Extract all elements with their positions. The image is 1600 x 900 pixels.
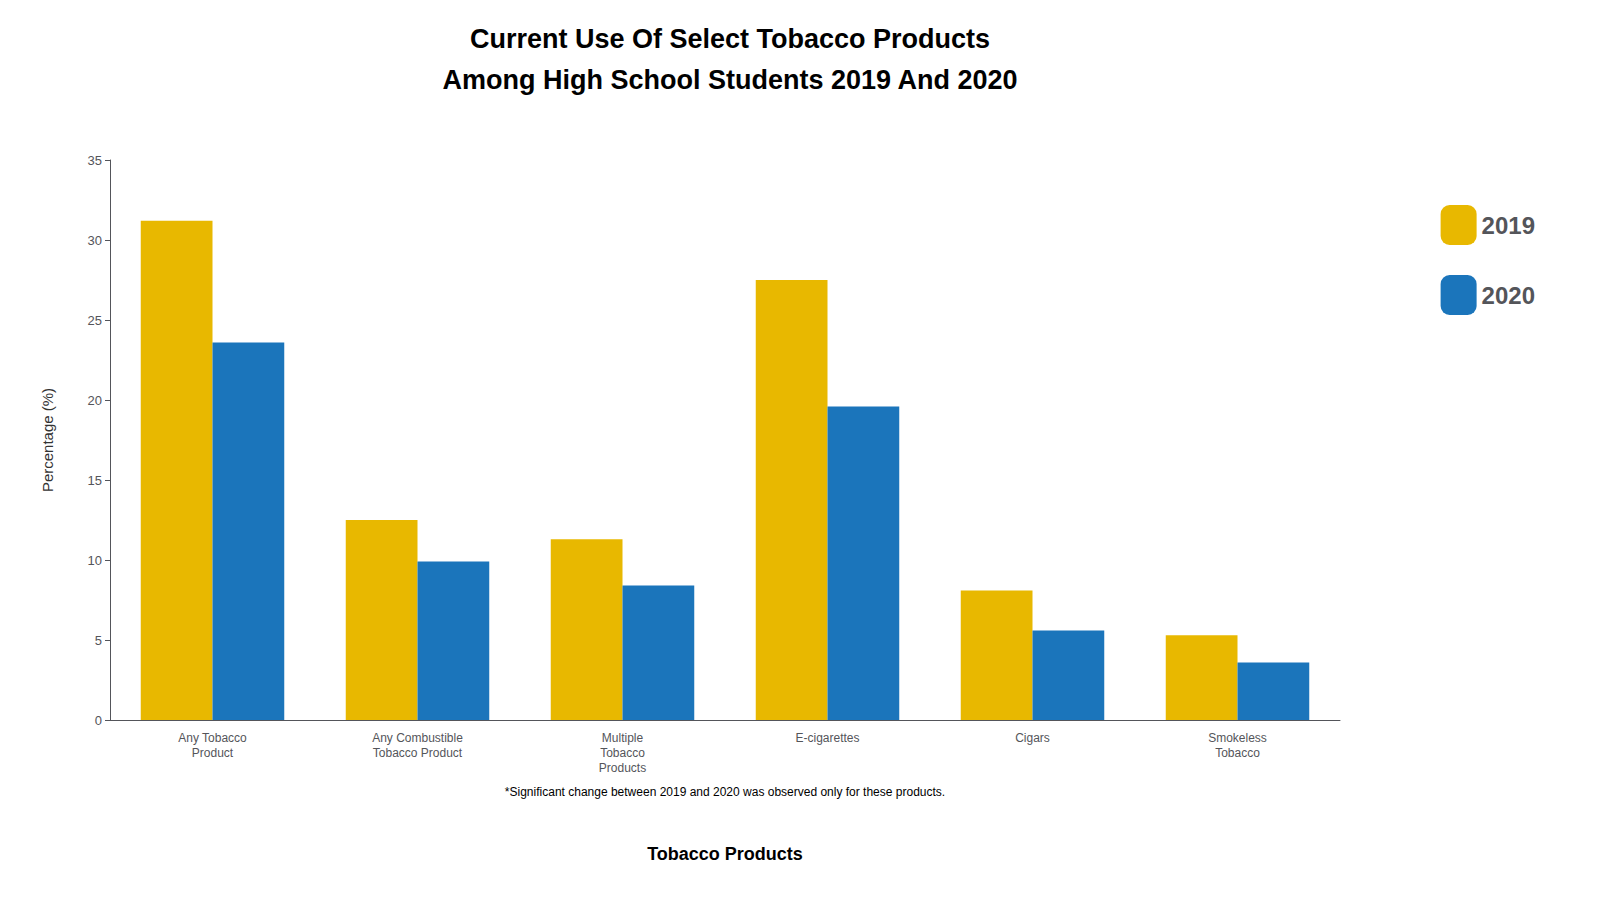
svg-text:0: 0 [95, 713, 102, 728]
svg-text:Tobacco: Tobacco [600, 746, 645, 760]
svg-text:Any Combustible: Any Combustible [372, 731, 463, 745]
svg-text:Multiple: Multiple [602, 731, 644, 745]
svg-text:15: 15 [88, 473, 102, 488]
svg-text:Tobacco: Tobacco [1215, 746, 1260, 760]
svg-text:20: 20 [88, 393, 102, 408]
svg-text:Percentage (%): Percentage (%) [39, 388, 56, 492]
svg-text:2019: 2019 [1482, 212, 1535, 239]
svg-text:E-cigarettes: E-cigarettes [795, 731, 859, 745]
svg-text:5: 5 [95, 633, 102, 648]
svg-text:Current Use Of Select Tobacco: Current Use Of Select Tobacco Products [470, 24, 990, 54]
svg-text:Cigars: Cigars [1015, 731, 1050, 745]
svg-text:30: 30 [88, 233, 102, 248]
svg-text:Tobacco Products: Tobacco Products [647, 844, 803, 864]
svg-text:Products: Products [599, 761, 646, 775]
svg-text:Tobacco Product: Tobacco Product [373, 746, 463, 760]
svg-text:Among High School Students 201: Among High School Students 2019 And 2020 [442, 65, 1017, 95]
svg-text:Smokeless: Smokeless [1208, 731, 1267, 745]
svg-text:Product: Product [192, 746, 234, 760]
svg-text:*Significant change between 20: *Significant change between 2019 and 202… [505, 785, 945, 799]
svg-text:Any Tobacco: Any Tobacco [178, 731, 247, 745]
svg-text:2020: 2020 [1482, 282, 1535, 309]
svg-text:10: 10 [88, 553, 102, 568]
svg-text:25: 25 [88, 313, 102, 328]
svg-text:35: 35 [88, 153, 102, 168]
